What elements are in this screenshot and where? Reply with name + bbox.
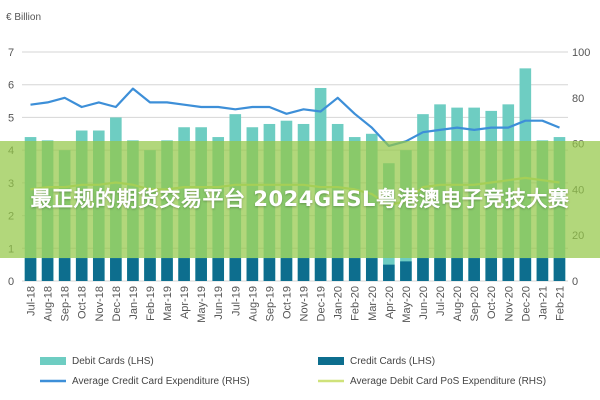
x-tick-label: Jun-20 bbox=[418, 286, 430, 320]
credit-bar bbox=[144, 258, 156, 281]
left-tick-label: 0 bbox=[8, 276, 14, 288]
x-tick-label: May-20 bbox=[401, 286, 413, 323]
credit-bar bbox=[417, 258, 429, 281]
x-tick-label: Jan-21 bbox=[537, 286, 549, 320]
legend-label: Credit Cards (LHS) bbox=[350, 356, 435, 367]
x-tick-label: Sep-20 bbox=[469, 286, 481, 321]
x-tick-label: Mar-20 bbox=[367, 286, 379, 321]
x-tick-label: Jun-19 bbox=[213, 286, 225, 320]
x-tick-label: Jul-20 bbox=[435, 286, 447, 316]
legend: Debit Cards (LHS) Credit Cards (LHS) Avera… bbox=[40, 356, 546, 387]
promo-banner: 最正规的期货交易平台 2024GESL粤港澳电子竞技大赛 bbox=[0, 141, 600, 258]
x-tick-label: Sep-19 bbox=[264, 286, 276, 321]
x-tick-label: Feb-20 bbox=[350, 286, 362, 321]
credit-bar bbox=[536, 258, 549, 281]
credit-bar bbox=[297, 258, 310, 281]
credit-bar bbox=[161, 258, 173, 281]
credit-bar bbox=[365, 258, 378, 281]
credit-bar bbox=[280, 258, 293, 281]
x-tick-label: Oct-19 bbox=[281, 286, 293, 319]
x-tick-label: Dec-20 bbox=[520, 286, 532, 321]
credit-bar bbox=[24, 258, 37, 281]
legend-swatch bbox=[40, 357, 66, 365]
left-tick-label: 6 bbox=[8, 80, 14, 92]
x-tick-label: Feb-19 bbox=[145, 286, 157, 321]
left-tick-label: 7 bbox=[8, 47, 14, 59]
x-tick-label: Sep-18 bbox=[60, 286, 72, 321]
legend-label: Average Credit Card Expenditure (RHS) bbox=[72, 376, 250, 387]
right-tick-label: 80 bbox=[572, 93, 584, 105]
credit-bar bbox=[331, 258, 344, 281]
x-tick-label: Apr-19 bbox=[179, 286, 191, 319]
x-tick-label: Dec-18 bbox=[111, 286, 123, 321]
credit-bar bbox=[246, 258, 259, 281]
credit-bar bbox=[127, 258, 139, 281]
legend-label: Debit Cards (LHS) bbox=[72, 356, 154, 367]
credit-bar bbox=[383, 264, 395, 281]
promo-banner-text: 最正规的期货交易平台 2024GESL粤港澳电子竞技大赛 bbox=[30, 187, 570, 211]
credit-bar bbox=[553, 258, 566, 281]
left-axis-unit-label: € Billion bbox=[6, 12, 41, 23]
credit-bar bbox=[178, 258, 190, 281]
x-tick-label: Nov-20 bbox=[503, 286, 515, 321]
x-tick-label: Aug-20 bbox=[452, 286, 464, 321]
x-tick-label: Dec-19 bbox=[316, 286, 328, 321]
x-tick-label: Mar-19 bbox=[162, 286, 174, 321]
x-tick-label: Oct-18 bbox=[77, 286, 89, 319]
x-tick-label: Oct-20 bbox=[486, 286, 498, 319]
credit-expenditure-line bbox=[30, 87, 560, 147]
x-tick-label: Aug-18 bbox=[43, 286, 55, 321]
x-tick-label: Jul-18 bbox=[26, 286, 38, 316]
x-tick-label: Jul-19 bbox=[230, 286, 242, 316]
credit-bar bbox=[58, 258, 71, 281]
legend-label: Average Debit Card PoS Expenditure (RHS) bbox=[350, 376, 546, 387]
x-axis-ticks: Jul-18 Aug-18 Sep-18 Oct-18 Nov-18 Dec-18 Jan-… bbox=[26, 286, 567, 323]
credit-bar bbox=[110, 258, 122, 281]
x-tick-label: Jan-20 bbox=[333, 286, 345, 320]
credit-bar bbox=[451, 258, 463, 281]
credit-bar bbox=[502, 258, 515, 281]
credit-bar bbox=[519, 258, 532, 281]
credit-bar bbox=[92, 258, 105, 281]
left-tick-label: 5 bbox=[8, 112, 14, 124]
credit-bar bbox=[212, 258, 225, 281]
credit-bar bbox=[348, 258, 361, 281]
credit-bar bbox=[485, 258, 498, 281]
legend-swatch bbox=[318, 357, 344, 365]
credit-bar bbox=[434, 258, 446, 281]
credit-bars bbox=[24, 258, 566, 281]
x-tick-label: Aug-19 bbox=[247, 286, 259, 321]
credit-bar bbox=[75, 258, 88, 281]
credit-bar bbox=[314, 258, 327, 281]
credit-bar bbox=[229, 258, 242, 281]
credit-bar bbox=[41, 258, 54, 281]
right-tick-label: 0 bbox=[572, 276, 578, 288]
x-tick-label: Nov-18 bbox=[94, 286, 106, 321]
credit-bar bbox=[195, 258, 207, 281]
x-tick-label: Jan-19 bbox=[128, 286, 140, 320]
x-tick-label: Apr-20 bbox=[384, 286, 396, 319]
credit-bar bbox=[468, 258, 480, 281]
x-tick-label: Feb-21 bbox=[554, 286, 566, 321]
x-tick-label: Nov-19 bbox=[299, 286, 311, 321]
right-tick-label: 100 bbox=[572, 47, 590, 59]
credit-bar bbox=[263, 258, 276, 281]
x-tick-label: May-19 bbox=[196, 286, 208, 323]
credit-bar bbox=[400, 261, 412, 281]
